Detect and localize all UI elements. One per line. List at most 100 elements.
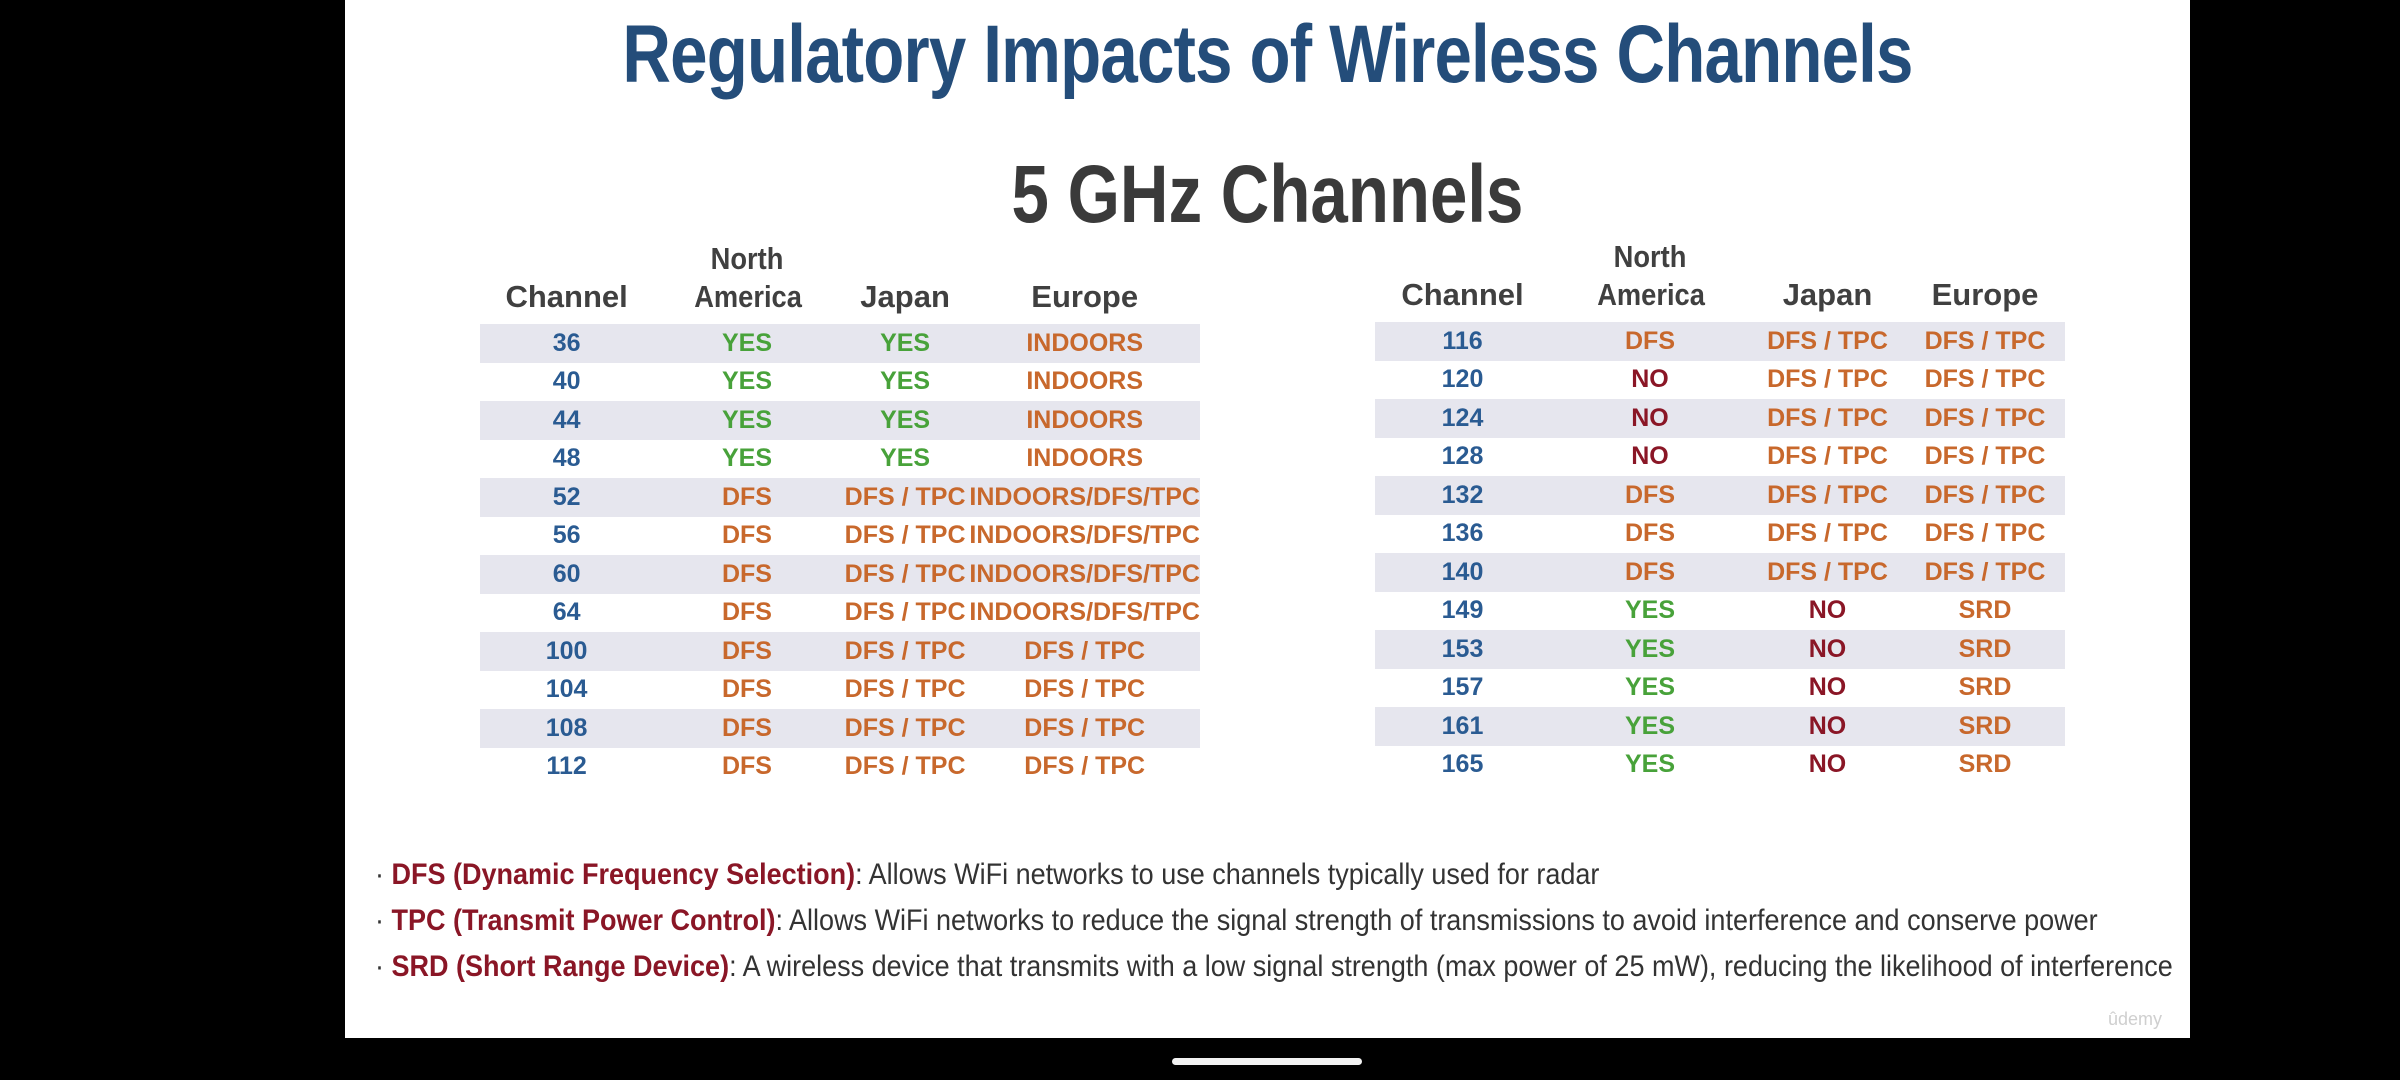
table-row: 124 NO DFS / TPC DFS / TPC (1375, 399, 2065, 438)
europe-cell: SRD (1905, 707, 2065, 746)
channel-cell: 132 (1375, 476, 1550, 515)
europe-cell: SRD (1905, 630, 2065, 669)
europe-cell: INDOORS (969, 401, 1200, 440)
japan-cell: DFS / TPC (840, 478, 970, 517)
north-america-cell: DFS (1625, 519, 1675, 548)
japan-cell: YES (840, 324, 970, 363)
slide-title: Regulatory Impacts of Wireless Channels (622, 9, 1913, 100)
channel-cell: 165 (1441, 750, 1484, 779)
header-japan: Japan (860, 279, 950, 314)
table-row: 64 DFS DFS / TPC INDOORS/DFS/TPC (480, 594, 1200, 633)
channel-cell: 128 (1441, 442, 1484, 471)
north-america-cell: NO (1631, 365, 1669, 394)
north-america-cell: YES (653, 324, 841, 363)
europe-cell: SRD (1958, 596, 2012, 625)
japan-cell: DFS / TPC (844, 521, 966, 550)
japan-cell: YES (880, 367, 931, 396)
header-japan: Japan (1782, 277, 1873, 312)
japan-cell: DFS / TPC (840, 632, 970, 671)
header-north-america: North America (694, 241, 802, 314)
table-row: 157 YES NO SRD (1375, 669, 2065, 708)
europe-cell: INDOORS/DFS/TPC (969, 521, 1200, 550)
home-indicator-bar[interactable] (1172, 1058, 1362, 1065)
header-north-america: North America (1597, 239, 1705, 312)
legend-term: DFS (Dynamic Frequency Selection) (391, 858, 856, 891)
north-america-cell: DFS (653, 632, 841, 671)
europe-cell: DFS / TPC (1905, 553, 2065, 592)
europe-cell: DFS / TPC (1024, 752, 1146, 781)
table-header-row: Channel North America Japan Europe (1375, 238, 2065, 322)
legend-item-tpc: · TPC (Transmit Power Control): Allows W… (375, 904, 2098, 937)
legend-term: SRD (Short Range Device) (391, 950, 730, 983)
north-america-cell: DFS (721, 598, 772, 627)
channel-cell: 157 (1441, 673, 1484, 702)
table-row: 36 YES YES INDOORS (480, 324, 1200, 363)
table-row: 44 YES YES INDOORS (480, 401, 1200, 440)
north-america-cell: DFS (1550, 553, 1750, 592)
europe-cell: DFS / TPC (1924, 519, 2046, 548)
channel-cell: 100 (480, 632, 654, 671)
japan-cell: DFS / TPC (844, 675, 966, 704)
channel-cell: 56 (552, 521, 581, 550)
legend-definition: : A wireless device that transmits with … (729, 950, 2173, 983)
europe-cell: INDOORS (1026, 444, 1144, 473)
channel-cell: 116 (1375, 322, 1550, 361)
japan-cell: NO (1808, 673, 1847, 702)
legend-item-dfs: · DFS (Dynamic Frequency Selection): All… (375, 858, 1600, 891)
channel-cell: 104 (545, 675, 588, 704)
europe-cell: INDOORS/DFS/TPC (969, 598, 1200, 627)
slide: Regulatory Impacts of Wireless Channels … (345, 0, 2190, 1038)
channel-cell: 44 (480, 401, 654, 440)
table-row: 112 DFS DFS / TPC DFS / TPC (480, 748, 1200, 787)
japan-cell: NO (1808, 750, 1847, 779)
table-row: 100 DFS DFS / TPC DFS / TPC (480, 632, 1200, 671)
north-america-cell: YES (1550, 630, 1750, 669)
table-row: 140 DFS DFS / TPC DFS / TPC (1375, 553, 2065, 592)
japan-cell: DFS / TPC (1750, 476, 1905, 515)
header-channel: Channel (1401, 277, 1524, 312)
table-row: 153 YES NO SRD (1375, 630, 2065, 669)
channel-cell: 36 (480, 324, 654, 363)
channel-cell: 161 (1375, 707, 1550, 746)
table-row: 161 YES NO SRD (1375, 707, 2065, 746)
channel-cell: 149 (1441, 596, 1484, 625)
legend: · DFS (Dynamic Frequency Selection): All… (375, 852, 2372, 990)
north-america-cell: DFS (1550, 322, 1750, 361)
udemy-watermark: ûdemy (2107, 1009, 2162, 1029)
channel-cell: 112 (546, 752, 587, 781)
north-america-cell: DFS (653, 709, 841, 748)
table-row: 104 DFS DFS / TPC DFS / TPC (480, 671, 1200, 710)
channel-cell: 124 (1375, 399, 1550, 438)
channel-cell: 40 (552, 367, 581, 396)
north-america-cell: DFS (721, 521, 772, 550)
header-europe: Europe (1931, 277, 2039, 312)
north-america-cell: DFS (1550, 476, 1750, 515)
table-row: 120 NO DFS / TPC DFS / TPC (1375, 361, 2065, 400)
japan-cell: DFS / TPC (840, 555, 970, 594)
europe-cell: INDOORS/DFS/TPC (969, 478, 1200, 517)
slide-subtitle: 5 GHz Channels (1011, 149, 1524, 240)
japan-cell: DFS / TPC (1767, 519, 1888, 548)
europe-cell: SRD (1958, 673, 2012, 702)
japan-cell: DFS / TPC (1767, 365, 1888, 394)
japan-cell: DFS / TPC (1767, 442, 1888, 471)
europe-cell: DFS / TPC (1924, 365, 2046, 394)
japan-cell: DFS / TPC (1750, 322, 1905, 361)
japan-cell: DFS / TPC (844, 752, 966, 781)
japan-cell: DFS / TPC (1750, 399, 1905, 438)
channel-cell: 120 (1441, 365, 1484, 394)
channel-cell: 108 (480, 709, 654, 748)
north-america-cell: YES (1550, 707, 1750, 746)
legend-definition: : Allows WiFi networks to use channels t… (855, 858, 1600, 891)
japan-cell: YES (840, 401, 970, 440)
japan-cell: DFS / TPC (844, 598, 966, 627)
north-america-cell: YES (1624, 673, 1676, 702)
channel-cell: 60 (480, 555, 654, 594)
table-row: 60 DFS DFS / TPC INDOORS/DFS/TPC (480, 555, 1200, 594)
europe-cell: DFS / TPC (1024, 675, 1146, 704)
europe-cell: DFS / TPC (1924, 442, 2046, 471)
legend-term: TPC (Transmit Power Control) (391, 904, 776, 937)
table-header-row: Channel North America Japan Europe (480, 240, 1200, 324)
north-america-cell: DFS (721, 675, 772, 704)
channel-cell: 136 (1441, 519, 1484, 548)
